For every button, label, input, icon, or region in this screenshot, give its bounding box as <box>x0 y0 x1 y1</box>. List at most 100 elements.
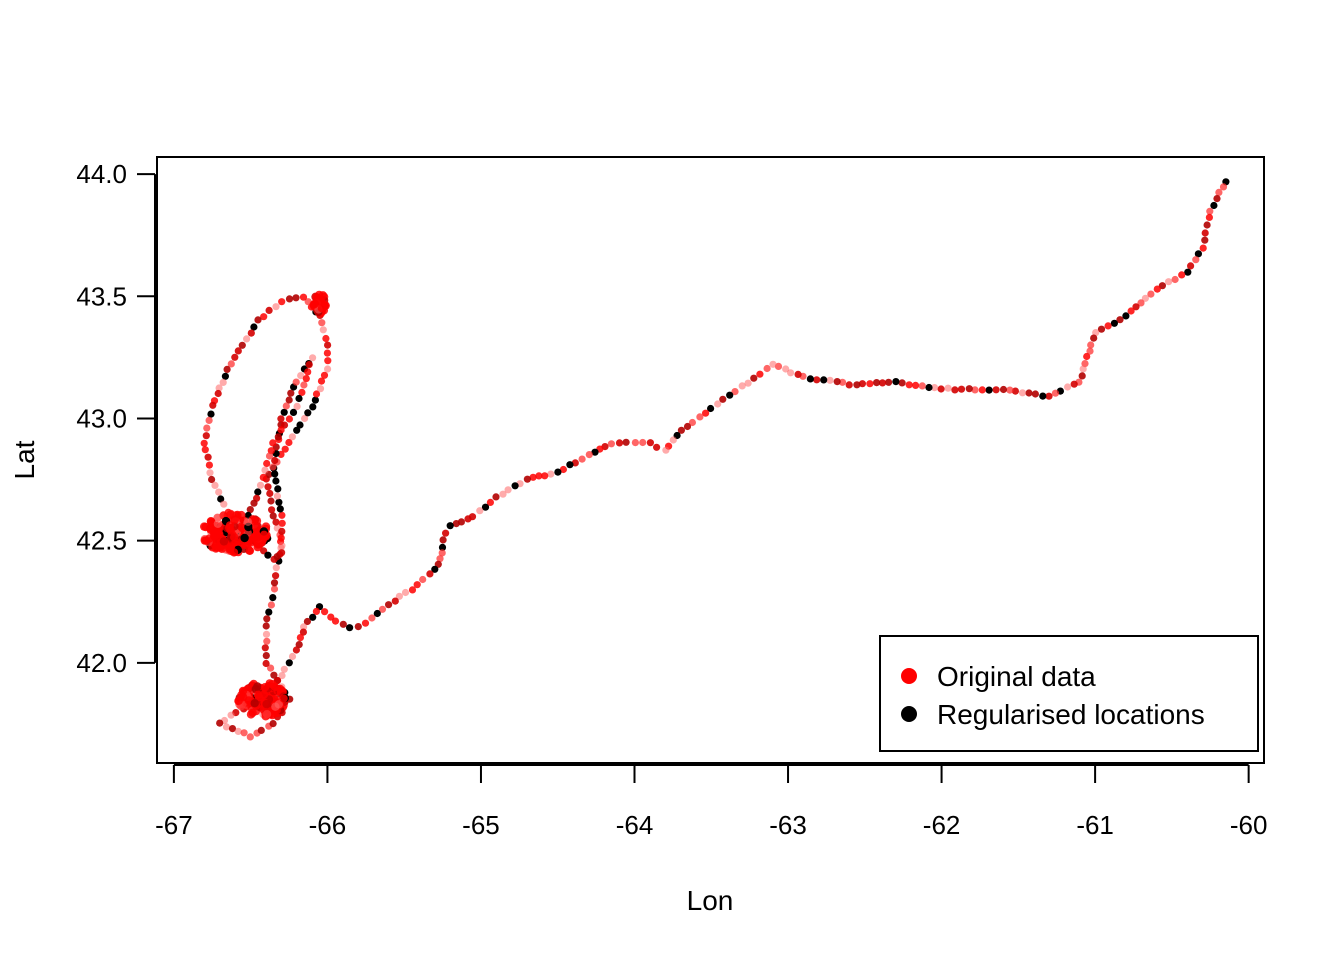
location-point <box>206 517 216 526</box>
location-point <box>1025 389 1033 397</box>
location-point <box>978 386 986 394</box>
legend-marker-original <box>901 668 917 684</box>
location-point <box>265 608 273 616</box>
location-point <box>554 468 562 476</box>
location-point <box>319 326 327 334</box>
location-point <box>346 624 354 632</box>
location-point <box>272 564 280 572</box>
location-point <box>277 415 285 423</box>
location-point <box>1215 188 1223 196</box>
location-point <box>391 597 399 605</box>
location-point <box>266 489 274 498</box>
location-point <box>213 513 222 522</box>
location-point <box>263 459 271 468</box>
location-point <box>452 520 460 528</box>
location-point <box>260 313 268 321</box>
location-point <box>205 461 213 469</box>
location-point <box>763 364 771 373</box>
location-point <box>1127 307 1135 315</box>
location-point <box>279 694 288 703</box>
location-point <box>263 615 271 623</box>
location-point <box>529 473 537 481</box>
location-point <box>591 448 599 456</box>
location-point <box>985 386 993 394</box>
location-point <box>263 637 271 645</box>
location-point <box>269 463 277 471</box>
location-point <box>230 533 239 542</box>
location-point <box>317 377 326 385</box>
location-point <box>971 386 979 394</box>
location-point <box>262 659 270 668</box>
location-point <box>204 453 212 461</box>
location-point <box>285 415 293 423</box>
location-point <box>1178 271 1186 279</box>
location-point <box>299 293 308 301</box>
location-point <box>270 682 279 691</box>
location-point <box>262 630 271 638</box>
location-point <box>750 374 758 382</box>
location-point <box>1219 183 1228 191</box>
location-point <box>951 386 959 394</box>
location-point <box>297 372 305 380</box>
location-point <box>912 381 920 389</box>
location-point <box>216 719 224 727</box>
location-point <box>293 426 301 434</box>
location-point <box>278 672 286 680</box>
location-point <box>278 542 286 550</box>
location-point <box>262 710 272 719</box>
location-point <box>999 385 1008 394</box>
location-point <box>237 510 246 520</box>
location-point <box>331 617 340 625</box>
location-point <box>845 381 853 389</box>
location-point <box>222 723 231 731</box>
location-point <box>833 378 841 386</box>
location-point <box>1137 299 1145 307</box>
location-point <box>523 475 532 483</box>
location-point <box>696 413 704 421</box>
location-point <box>280 665 288 673</box>
y-axis-title: Lat <box>9 440 40 479</box>
location-point <box>476 507 484 515</box>
location-point <box>361 619 370 627</box>
location-point <box>305 361 313 369</box>
location-point <box>395 592 403 600</box>
location-point <box>208 475 216 484</box>
location-point <box>278 519 286 527</box>
location-point <box>234 347 242 355</box>
location-point <box>309 354 317 362</box>
location-point <box>200 522 209 531</box>
location-point <box>944 384 952 392</box>
location-point <box>1104 322 1112 330</box>
location-point <box>240 729 248 737</box>
location-point <box>253 682 262 691</box>
location-point <box>292 294 300 302</box>
location-point <box>264 551 272 559</box>
location-point <box>1006 386 1014 394</box>
location-point <box>413 581 421 589</box>
location-point <box>278 511 286 519</box>
location-point <box>285 438 293 447</box>
location-point <box>262 699 271 709</box>
location-point <box>431 565 439 573</box>
y-tick-label: 42.0 <box>76 648 127 678</box>
location-point <box>271 470 279 478</box>
location-point <box>1171 275 1179 284</box>
location-point <box>317 304 327 313</box>
location-point <box>662 446 670 454</box>
x-tick-label: -63 <box>769 810 807 840</box>
location-point <box>324 365 332 373</box>
location-point <box>622 438 630 446</box>
location-point <box>719 395 727 403</box>
location-point <box>247 329 255 337</box>
location-point <box>481 503 490 511</box>
location-point <box>769 360 777 368</box>
location-point <box>298 388 306 396</box>
location-point <box>292 646 300 654</box>
x-tick-label: -61 <box>1076 810 1114 840</box>
location-point <box>243 517 253 526</box>
location-point <box>223 365 231 373</box>
location-point <box>327 613 335 621</box>
location-point <box>278 298 286 306</box>
location-point <box>838 378 847 386</box>
location-point <box>260 547 268 555</box>
